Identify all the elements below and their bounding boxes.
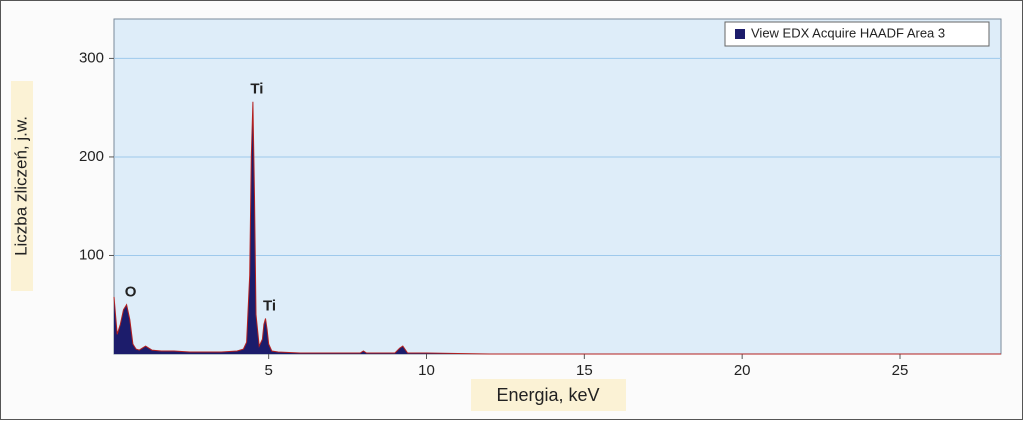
x-label-box [471, 379, 626, 411]
y-tick-label: 300 [79, 49, 104, 66]
x-tick-label: 10 [418, 362, 435, 379]
peak-label: Ti [263, 297, 276, 314]
x-tick-label: 5 [265, 362, 273, 379]
y-axis-label: Liczba zliczeń, j.w. [11, 116, 30, 256]
legend-label: View EDX Acquire HAADF Area 3 [751, 25, 945, 40]
y-label-box [11, 81, 33, 291]
x-tick-label: 25 [892, 362, 909, 379]
spectrum-line [113, 101, 1001, 355]
y-tick-label: 100 [79, 246, 104, 263]
x-axis-label: Energia, keV [496, 385, 599, 405]
y-tick-label: 200 [79, 148, 104, 165]
x-tick-label: 20 [734, 362, 751, 379]
peak-label: O [125, 284, 137, 301]
plot-area [113, 18, 1002, 355]
legend-box [724, 21, 990, 47]
legend-swatch [735, 29, 745, 39]
x-tick-label: 15 [576, 362, 593, 379]
peak-label: Ti [250, 81, 263, 98]
